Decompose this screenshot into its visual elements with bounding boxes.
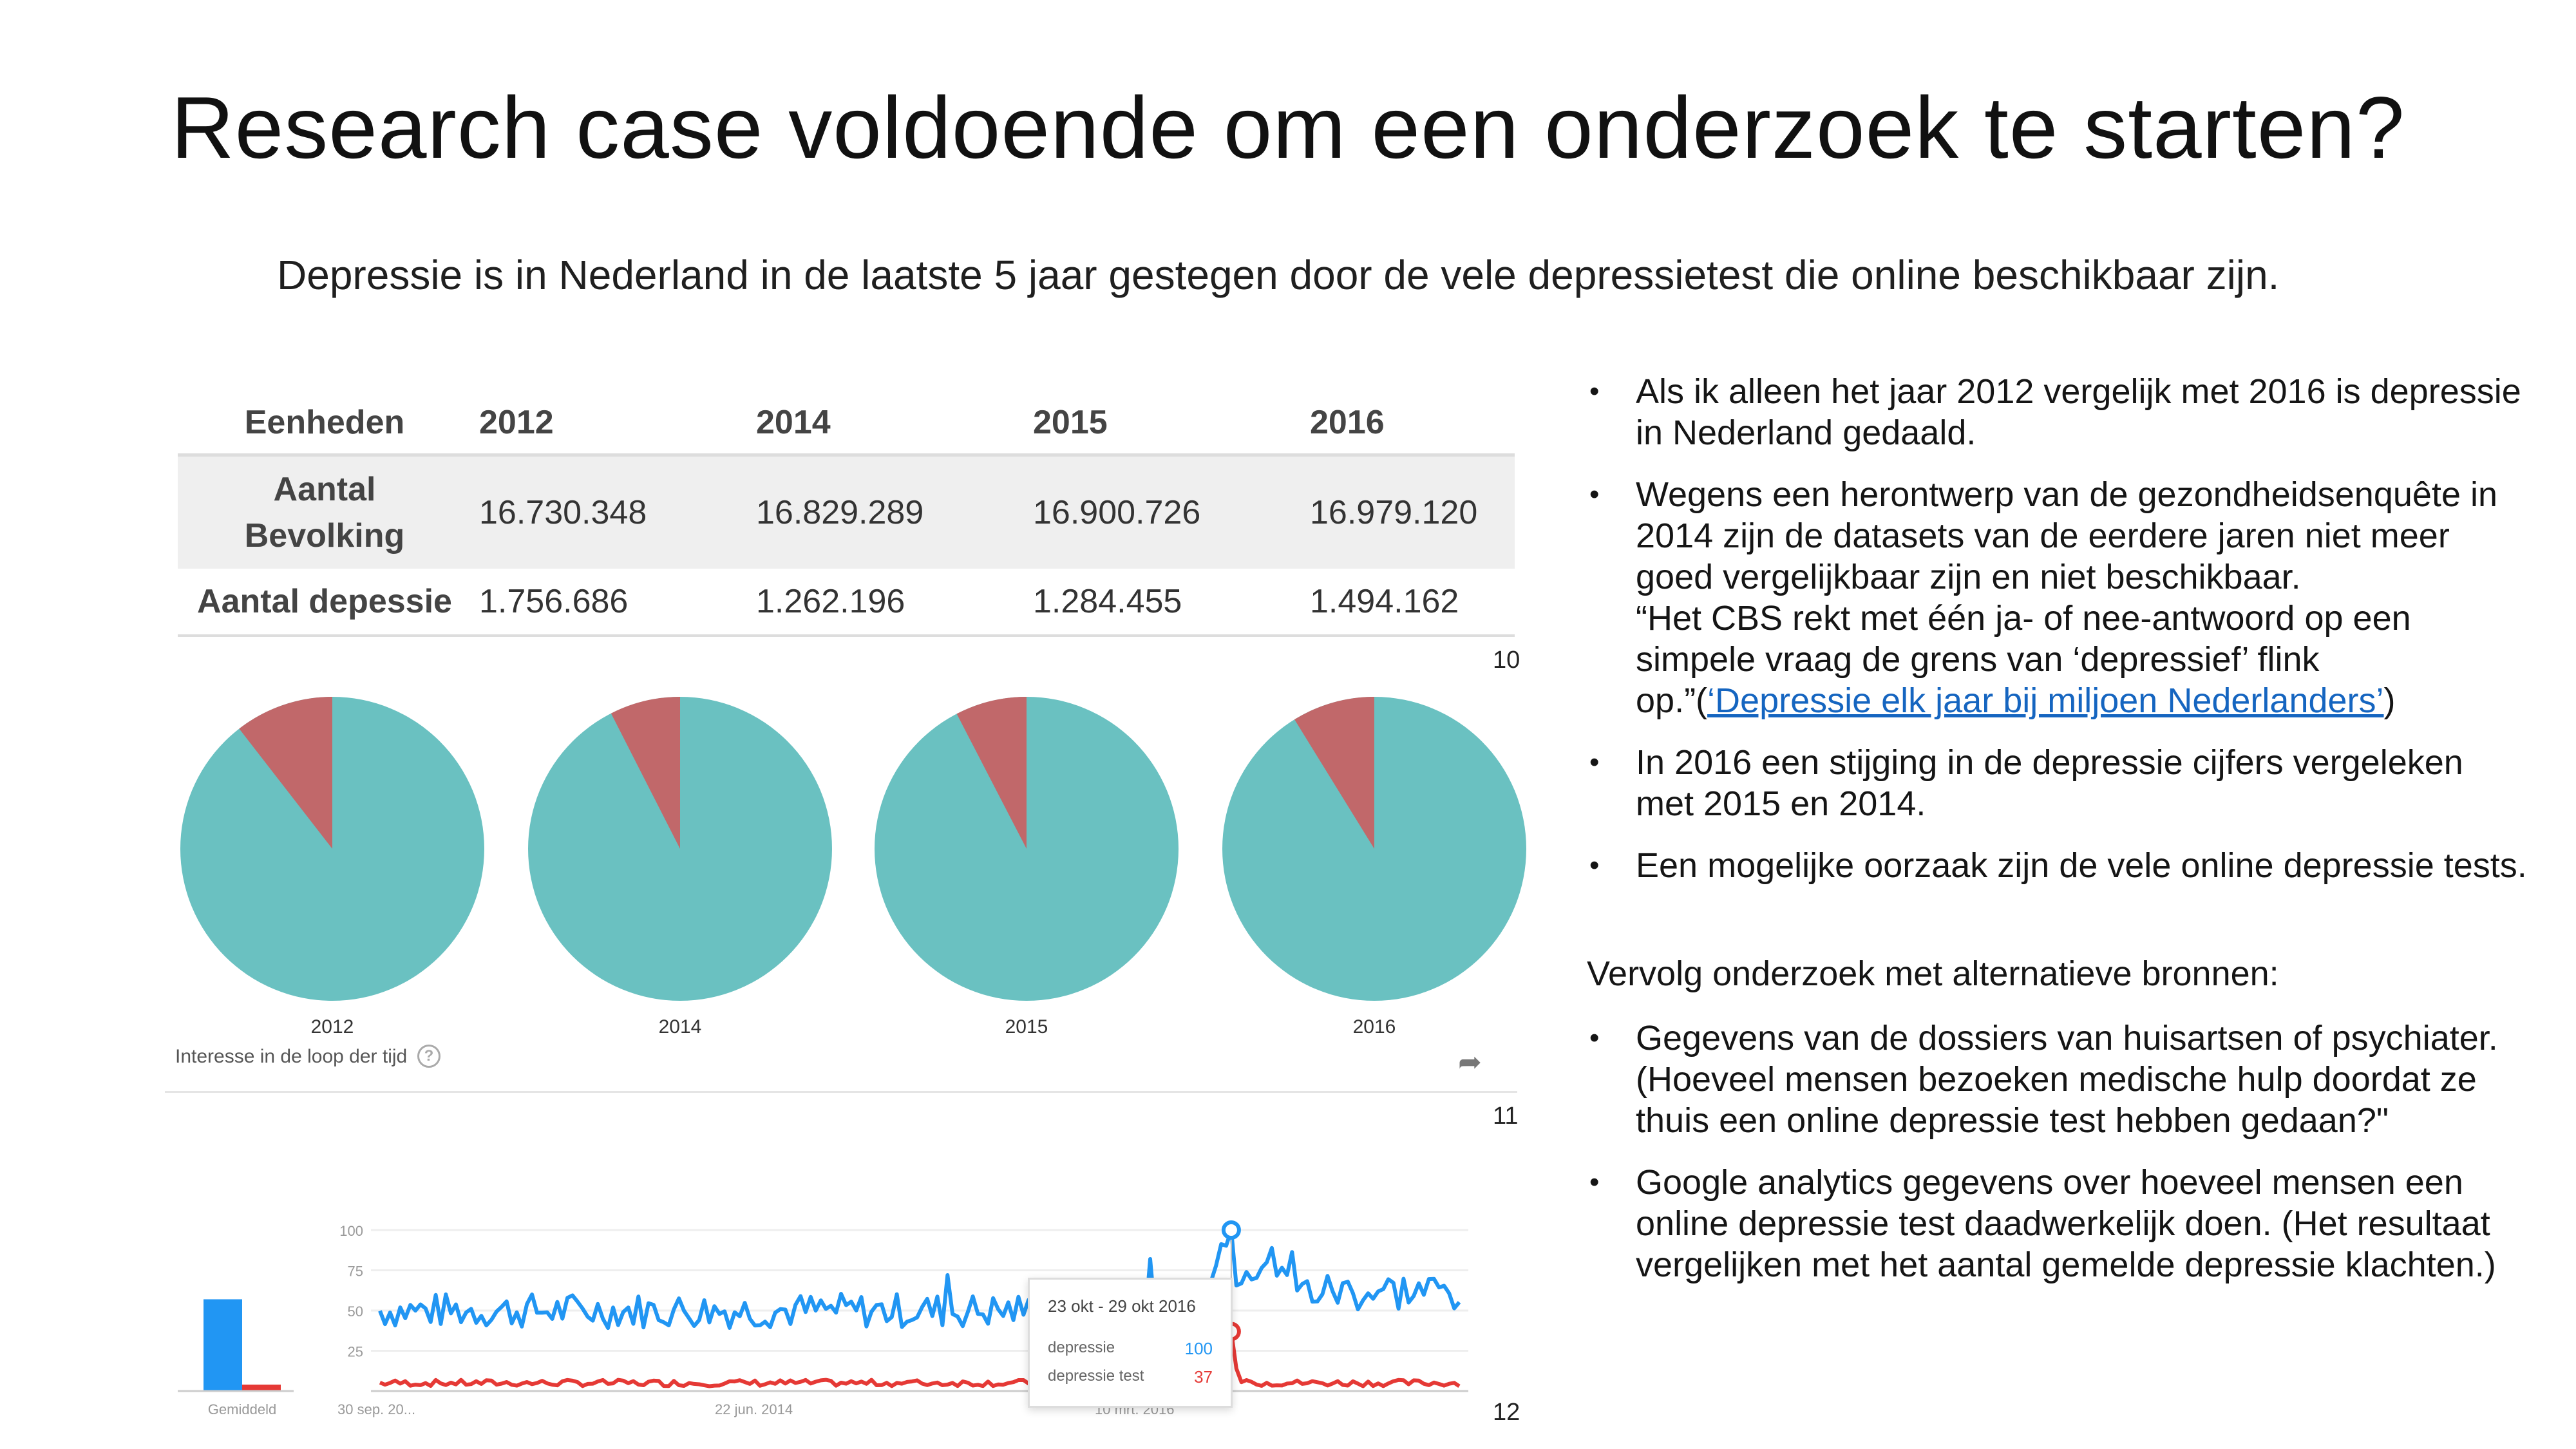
- tooltip-series2-value: 37: [1194, 1367, 1213, 1387]
- y-tick-label: 100: [339, 1223, 363, 1239]
- average-bar-depressie-test: [242, 1385, 281, 1391]
- bullet-item: • In 2016 een stijging in de depressie c…: [1587, 742, 2527, 824]
- x-tick-label: Gemiddeld: [208, 1401, 276, 1417]
- help-icon[interactable]: ?: [417, 1045, 440, 1068]
- cell-population-2014: 16.829.289: [756, 493, 924, 531]
- followup-text: Gegevens van de dossiers van huisartsen …: [1636, 1019, 2498, 1140]
- cell-depression-2012: 1.756.686: [479, 582, 629, 620]
- table-header-2012: 2012: [461, 392, 738, 457]
- table-header-2016: 2016: [1292, 392, 1515, 457]
- cell-depression-2014: 1.262.196: [756, 582, 905, 620]
- reference-12: 12: [1493, 1399, 1520, 1426]
- row-label-population-line1: Aantal: [273, 470, 376, 508]
- trends-divider: [165, 1091, 1517, 1093]
- table-header-row: Eenheden 2012 2014 2015 2016: [178, 392, 1515, 457]
- table-row-depression: Aantal depessie 1.756.686 1.262.196 1.28…: [178, 569, 1515, 636]
- quote-text: “Het CBS rekt met één ja- of nee-antwoor…: [1636, 599, 2411, 720]
- slide-title: Research case voldoende om een onderzoek…: [171, 79, 2405, 176]
- bullet-item: • Als ik alleen het jaar 2012 vergelijk …: [1587, 371, 2527, 453]
- tooltip-series1-label: depressie: [1048, 1339, 1115, 1356]
- followup-item: • Google analytics gegevens over hoeveel…: [1587, 1162, 2527, 1285]
- average-bar-depressie: [204, 1299, 242, 1391]
- reference-11: 11: [1493, 1103, 1519, 1130]
- bullet-text: In 2016 een stijging in de depressie cij…: [1636, 743, 2463, 823]
- reference-10: 10: [1493, 647, 1520, 674]
- tooltip-date: 23 okt - 29 okt 2016: [1048, 1296, 1196, 1316]
- bullet-item: • Wegens een herontwerp van de gezondhei…: [1587, 474, 2527, 721]
- slide-subtitle: Depressie is in Nederland in de laatste …: [277, 252, 2280, 298]
- cell-population-2016: 16.979.120: [1310, 493, 1478, 531]
- table-header-2014: 2014: [738, 392, 1015, 457]
- followup-text: Google analytics gegevens over hoeveel m…: [1636, 1163, 2496, 1284]
- followup-title: Vervolg onderzoek met alternatieve bronn…: [1587, 954, 2279, 993]
- share-icon[interactable]: ➦: [1458, 1046, 1482, 1078]
- y-tick-label: 50: [348, 1303, 363, 1320]
- tooltip-series2-label: depressie test: [1048, 1367, 1144, 1385]
- x-tick-label: 30 sep. 20...: [337, 1401, 415, 1417]
- bullet-dot: •: [1589, 746, 1600, 778]
- row-label-depression: Aantal depessie: [197, 582, 452, 620]
- trends-plot: 100 75 50 25 Gemiddeld 30 sep. 20... 22 jun. 2…: [178, 1220, 1468, 1417]
- cell-population-2015: 16.900.726: [1033, 493, 1201, 531]
- trends-header: Interesse in de loop der tijd: [175, 1046, 408, 1067]
- bullet-dot: •: [1589, 1166, 1600, 1198]
- table-header-2015: 2015: [1015, 392, 1292, 457]
- bullet-item: • Een mogelijke oorzaak zijn de vele onl…: [1587, 845, 2527, 886]
- bullet-dot: •: [1589, 1022, 1600, 1054]
- bullet-dot: •: [1589, 849, 1600, 881]
- followup-item: • Gegevens van de dossiers van huisartse…: [1587, 1018, 2527, 1141]
- row-label-population-line2: Bevolking: [244, 516, 405, 554]
- bullet-dot: •: [1589, 478, 1600, 510]
- table-header-units: Eenheden: [178, 392, 461, 457]
- quote-link[interactable]: ‘Depressie elk jaar bij miljoen Nederlan…: [1707, 681, 2384, 720]
- table-row-population: Aantal Bevolking 16.730.348 16.829.289 1…: [178, 455, 1515, 569]
- x-tick-label: 22 jun. 2014: [715, 1401, 793, 1417]
- tooltip-series1-value: 100: [1184, 1339, 1213, 1358]
- bullet-text: Wegens een herontwerp van de gezondheids…: [1636, 475, 2498, 596]
- trends-tooltip: 23 okt - 29 okt 2016 depressie 100 depre…: [1028, 1278, 1233, 1408]
- cell-population-2012: 16.730.348: [479, 493, 647, 531]
- row-label-population: Aantal Bevolking: [178, 455, 461, 569]
- series-line-depressie-test: [379, 1329, 1461, 1388]
- series-line-depressie: [378, 1228, 1461, 1331]
- bullet-list: • Als ik alleen het jaar 2012 vergelijk …: [1587, 371, 2527, 1306]
- cell-depression-2016: 1.494.162: [1310, 582, 1459, 620]
- cell-depression-2015: 1.284.455: [1033, 582, 1182, 620]
- bullet-dot: •: [1589, 375, 1600, 407]
- hover-point-depressie: [1221, 1220, 1241, 1240]
- statistics-table: Eenheden 2012 2014 2015 2016 Aantal Bevo…: [178, 392, 1515, 637]
- y-tick-label: 75: [348, 1264, 363, 1280]
- quote-close: ): [2383, 681, 2396, 720]
- y-tick-label: 25: [348, 1344, 363, 1360]
- bullet-text: Als ik alleen het jaar 2012 vergelijk me…: [1636, 372, 2521, 452]
- bullet-text: Een mogelijke oorzaak zijn de vele onlin…: [1636, 846, 2527, 885]
